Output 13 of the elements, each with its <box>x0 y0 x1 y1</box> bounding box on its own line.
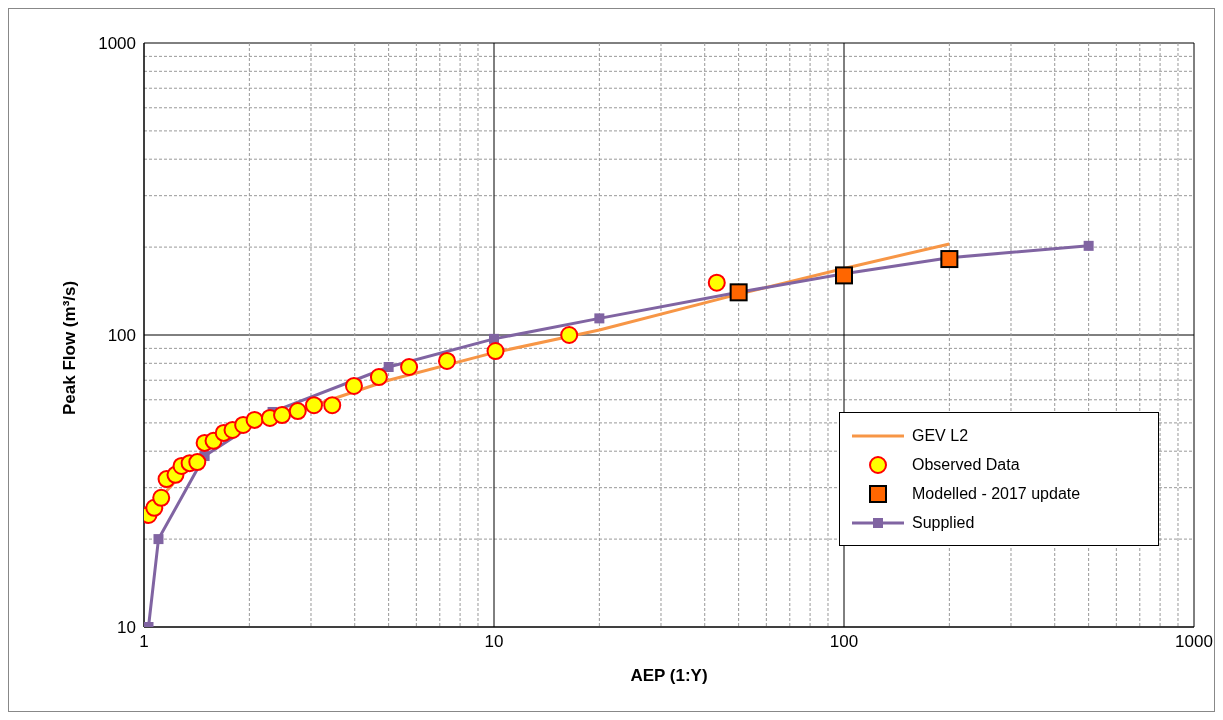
legend-label: GEV L2 <box>912 426 969 445</box>
x-tick-label: 1 <box>139 632 149 652</box>
legend-label: Supplied <box>912 513 975 532</box>
y-tick-label: 1000 <box>98 34 136 54</box>
y-tick-label: 100 <box>107 326 136 346</box>
y-axis-title: Peak Flow (m³/s) <box>60 280 80 415</box>
x-tick-label: 100 <box>829 632 859 652</box>
x-tick-label: 1000 <box>1175 632 1213 652</box>
y-tick-label: 10 <box>117 618 136 638</box>
x-axis-title: AEP (1:Y) <box>630 666 708 685</box>
legend-label: Observed Data <box>912 455 1020 474</box>
legend-label: Modelled - 2017 update <box>912 484 1081 503</box>
x-tick-label: 10 <box>484 632 504 652</box>
